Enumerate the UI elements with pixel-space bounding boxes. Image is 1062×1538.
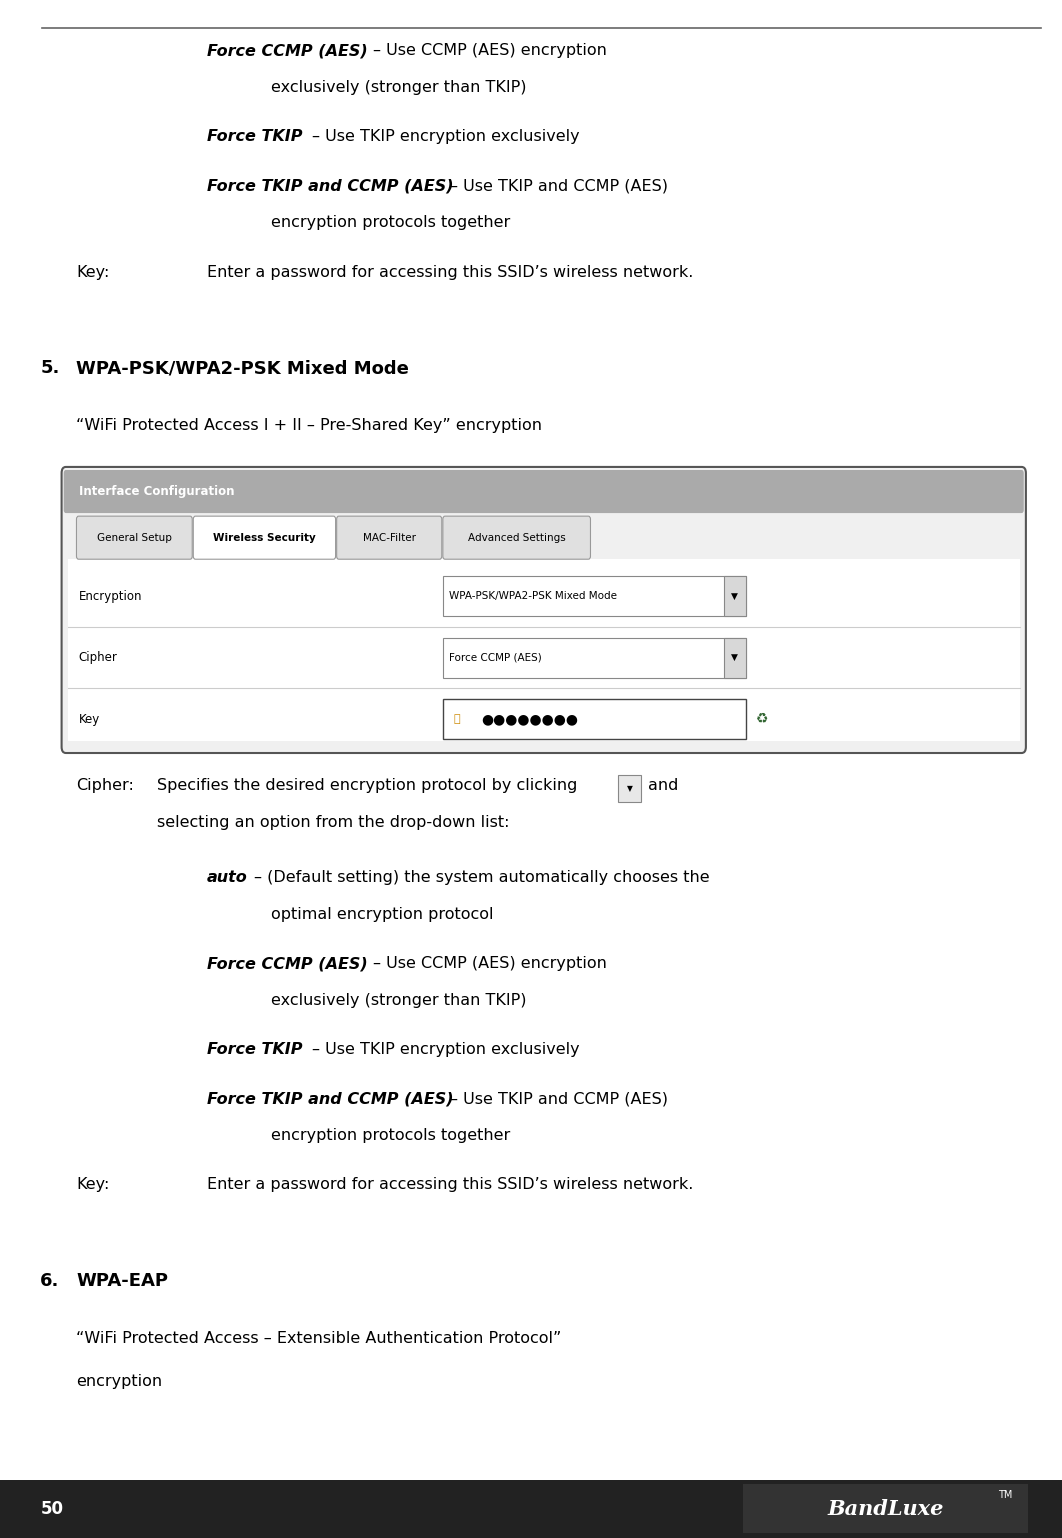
Bar — [724, 638, 746, 678]
Text: encryption protocols together: encryption protocols together — [271, 215, 510, 231]
Text: – Use CCMP (AES) encryption: – Use CCMP (AES) encryption — [373, 957, 606, 970]
Text: Force CCMP (AES): Force CCMP (AES) — [207, 957, 367, 970]
Text: – Use CCMP (AES) encryption: – Use CCMP (AES) encryption — [373, 43, 606, 58]
Text: Wireless Security: Wireless Security — [213, 532, 315, 543]
Text: Specifies the desired encryption protocol by clicking: Specifies the desired encryption protoco… — [157, 778, 578, 792]
Text: optimal encryption protocol: optimal encryption protocol — [271, 907, 494, 921]
Text: Enter a password for accessing this SSID’s wireless network.: Enter a password for accessing this SSID… — [207, 1178, 693, 1192]
Text: encryption protocols together: encryption protocols together — [271, 1129, 510, 1143]
Text: ▼: ▼ — [732, 654, 738, 663]
Text: – Use TKIP and CCMP (AES): – Use TKIP and CCMP (AES) — [450, 1092, 668, 1106]
FancyBboxPatch shape — [76, 517, 192, 560]
Text: encryption: encryption — [76, 1373, 162, 1389]
Text: “WiFi Protected Access – Extensible Authentication Protocol”: “WiFi Protected Access – Extensible Auth… — [76, 1330, 562, 1346]
Text: Force CCMP (AES): Force CCMP (AES) — [449, 652, 542, 663]
Text: ♻: ♻ — [756, 712, 769, 726]
Text: Cipher:: Cipher: — [76, 778, 134, 792]
Text: Key:: Key: — [76, 265, 109, 280]
Bar — [443, 638, 746, 678]
Text: 50: 50 — [40, 1500, 64, 1518]
Text: – (Default setting) the system automatically chooses the: – (Default setting) the system automatic… — [254, 871, 709, 884]
Text: Enter a password for accessing this SSID’s wireless network.: Enter a password for accessing this SSID… — [207, 265, 693, 280]
Text: “WiFi Protected Access I + II – Pre-Shared Key” encryption: “WiFi Protected Access I + II – Pre-Shar… — [76, 418, 543, 432]
Bar — [443, 577, 746, 617]
Text: exclusively (stronger than TKIP): exclusively (stronger than TKIP) — [271, 994, 527, 1007]
Text: WPA-PSK/WPA2-PSK Mixed Mode: WPA-PSK/WPA2-PSK Mixed Mode — [76, 360, 409, 377]
Text: Key: Key — [79, 712, 100, 726]
Text: General Setup: General Setup — [97, 532, 172, 543]
Text: – Use TKIP and CCMP (AES): – Use TKIP and CCMP (AES) — [450, 178, 668, 194]
Text: WPA-PSK/WPA2-PSK Mixed Mode: WPA-PSK/WPA2-PSK Mixed Mode — [449, 591, 617, 601]
FancyBboxPatch shape — [64, 471, 1024, 514]
Text: Advanced Settings: Advanced Settings — [467, 532, 566, 543]
Text: Interface Configuration: Interface Configuration — [79, 484, 234, 498]
Text: BandLuxe: BandLuxe — [827, 1498, 944, 1520]
Text: ▼: ▼ — [732, 592, 738, 601]
Bar — [618, 775, 641, 803]
Bar — [443, 700, 746, 740]
Text: – Use TKIP encryption exclusively: – Use TKIP encryption exclusively — [312, 129, 580, 145]
Text: selecting an option from the drop-down list:: selecting an option from the drop-down l… — [157, 815, 510, 829]
Text: Force CCMP (AES): Force CCMP (AES) — [207, 43, 367, 58]
Text: 🔑: 🔑 — [453, 714, 460, 724]
Bar — [68, 560, 1020, 741]
Text: Cipher: Cipher — [79, 651, 118, 664]
Text: – Use TKIP encryption exclusively: – Use TKIP encryption exclusively — [312, 1043, 580, 1057]
Text: Key:: Key: — [76, 1178, 109, 1192]
FancyBboxPatch shape — [337, 517, 442, 560]
FancyBboxPatch shape — [443, 517, 590, 560]
Text: ▼: ▼ — [627, 784, 633, 794]
Text: MAC-Filter: MAC-Filter — [363, 532, 415, 543]
Text: and: and — [648, 778, 679, 792]
Text: exclusively (stronger than TKIP): exclusively (stronger than TKIP) — [271, 80, 527, 95]
Text: Encryption: Encryption — [79, 589, 142, 603]
Text: Force TKIP: Force TKIP — [207, 129, 303, 145]
Bar — [0, 1480, 1062, 1538]
Text: 5.: 5. — [40, 360, 59, 377]
Text: Force TKIP: Force TKIP — [207, 1043, 303, 1057]
Text: TM: TM — [998, 1490, 1013, 1500]
FancyBboxPatch shape — [193, 517, 336, 560]
Bar — [743, 1484, 1028, 1533]
Text: 6.: 6. — [40, 1272, 59, 1290]
Bar — [724, 577, 746, 617]
Text: Force TKIP and CCMP (AES): Force TKIP and CCMP (AES) — [207, 1092, 453, 1106]
Text: WPA-EAP: WPA-EAP — [76, 1272, 169, 1290]
Text: Force TKIP and CCMP (AES): Force TKIP and CCMP (AES) — [207, 178, 453, 194]
Text: auto: auto — [207, 871, 247, 884]
FancyBboxPatch shape — [62, 468, 1026, 754]
Text: ●●●●●●●●: ●●●●●●●● — [481, 712, 578, 726]
